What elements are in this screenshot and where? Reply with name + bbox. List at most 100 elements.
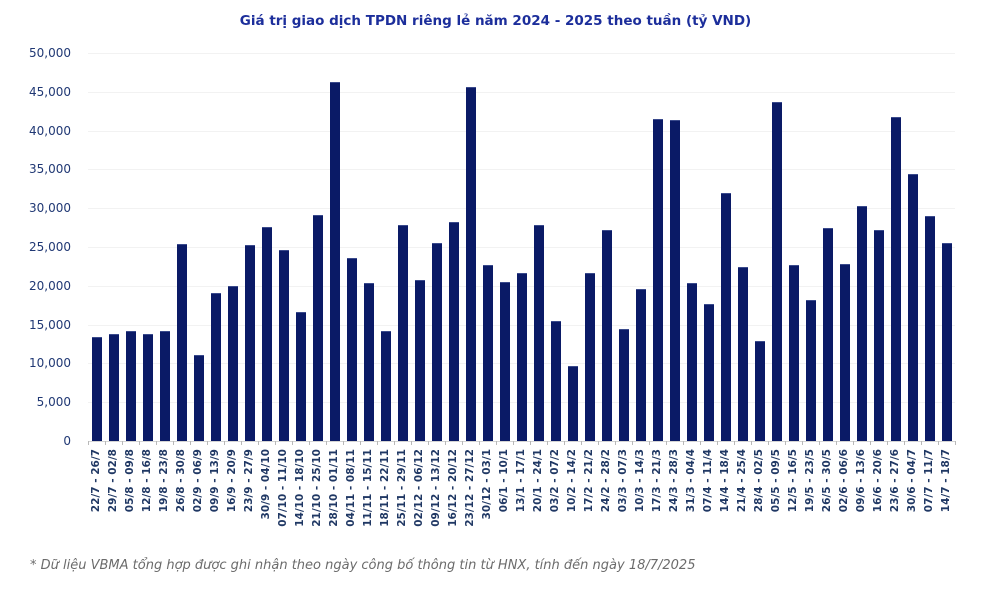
tick — [309, 441, 310, 445]
bar-slot — [360, 53, 377, 441]
bar — [244, 245, 255, 441]
tick — [683, 441, 684, 445]
tick — [190, 441, 191, 445]
bar-slot — [377, 53, 394, 441]
x-label-slot: 14/4 - 18/4 — [717, 449, 734, 549]
x-label-slot: 02/12 - 06/12 — [411, 449, 428, 549]
bar — [924, 215, 935, 441]
tick — [360, 441, 361, 445]
tick — [326, 441, 327, 445]
x-label-slot: 03/3 - 07/3 — [615, 449, 632, 549]
tick — [598, 441, 599, 445]
x-label-slot: 20/1 - 24/1 — [530, 449, 547, 549]
bar — [805, 300, 816, 441]
y-axis-label: 50,000 — [29, 46, 71, 60]
bar-slot — [632, 53, 649, 441]
x-label-slot: 29/7 - 02/8 — [105, 449, 122, 549]
bar — [533, 225, 544, 441]
bar-slot — [921, 53, 938, 441]
bar — [193, 355, 204, 441]
tick — [751, 441, 752, 445]
bar-slot — [326, 53, 343, 441]
bar — [601, 230, 612, 441]
tick — [734, 441, 735, 445]
x-label-slot: 19/5 - 23/5 — [802, 449, 819, 549]
x-axis: 22/7 - 26/7 29/7 - 02/8 05/8 - 09/8 12/8 - … — [88, 449, 955, 549]
x-axis-label: 30/9 - 04/10 — [260, 449, 273, 520]
bar — [312, 214, 323, 441]
gridline — [88, 53, 955, 54]
bar — [210, 293, 221, 441]
plot-area — [88, 53, 955, 442]
bar — [890, 117, 901, 441]
tick — [530, 441, 531, 445]
bar-slot — [530, 53, 547, 441]
y-axis-label: 0 — [63, 434, 71, 448]
x-label-slot: 04/11 - 08/11 — [343, 449, 360, 549]
x-label-slot: 26/8 - 30/8 — [173, 449, 190, 549]
bar-slot — [700, 53, 717, 441]
bar-slot — [343, 53, 360, 441]
gridline — [88, 169, 955, 171]
x-axis-label: 09/12 - 13/12 — [430, 449, 443, 527]
x-label-slot: 12/8 - 16/8 — [139, 449, 156, 549]
bar-slot — [224, 53, 241, 441]
bar — [822, 228, 833, 441]
x-axis-label: 24/3 - 28/3 — [668, 449, 681, 513]
bar-slot — [241, 53, 258, 441]
x-label-slot: 31/3 - 04/4 — [683, 449, 700, 549]
x-axis-label: 09/6 - 13/6 — [855, 449, 868, 513]
x-label-slot: 09/6 - 13/6 — [853, 449, 870, 549]
bar — [720, 193, 731, 441]
tick — [513, 441, 514, 445]
bar-slot — [156, 53, 173, 441]
bar-slot — [785, 53, 802, 441]
bar-slot — [275, 53, 292, 441]
y-axis-label: 20,000 — [29, 278, 71, 293]
x-axis-label: 12/5 - 16/5 — [787, 449, 800, 513]
tick — [275, 441, 276, 445]
bar-slot — [411, 53, 428, 441]
x-axis-label: 21/10 - 25/10 — [311, 449, 324, 527]
bar-slot — [581, 53, 598, 441]
bar — [907, 173, 918, 441]
bar-slot — [598, 53, 615, 441]
bar — [159, 331, 170, 441]
bar — [567, 366, 578, 441]
bar-slot — [666, 53, 683, 441]
bar — [261, 227, 272, 441]
x-label-slot: 02/6 - 06/6 — [836, 449, 853, 549]
bar-slot — [734, 53, 751, 441]
x-axis-line — [88, 441, 955, 442]
tick — [156, 441, 157, 445]
x-label-slot: 30/6 - 04/7 — [904, 449, 921, 549]
bar-slot — [394, 53, 411, 441]
x-label-slot: 07/4 - 11/4 — [700, 449, 717, 549]
bar — [346, 257, 357, 441]
bar — [499, 282, 510, 441]
y-axis-label: 35,000 — [29, 162, 71, 177]
tick — [665, 441, 667, 445]
x-axis-label: 09/9 - 13/9 — [209, 449, 222, 513]
tick — [258, 441, 259, 445]
bar-slot — [513, 53, 530, 441]
x-label-slot: 25/11 - 29/11 — [394, 449, 411, 549]
x-label-slot: 09/12 - 13/12 — [428, 449, 445, 549]
bar — [584, 273, 595, 441]
tick — [241, 441, 242, 445]
bar-slot — [547, 53, 564, 441]
x-axis-label: 05/5 - 09/5 — [770, 449, 783, 513]
x-axis-label: 02/6 - 06/6 — [838, 449, 851, 513]
bar-slot — [802, 53, 819, 441]
bar — [227, 286, 238, 441]
bar-slot — [717, 53, 734, 441]
bar-slot — [870, 53, 887, 441]
x-axis-label: 16/12 - 20/12 — [447, 449, 460, 527]
tick — [887, 441, 888, 445]
x-label-slot: 02/9 - 06/9 — [190, 449, 207, 549]
x-axis-label: 07/10 - 11/10 — [277, 449, 290, 527]
tick — [632, 441, 633, 445]
x-axis-label: 12/8 - 16/8 — [141, 449, 154, 513]
tick — [615, 441, 616, 445]
